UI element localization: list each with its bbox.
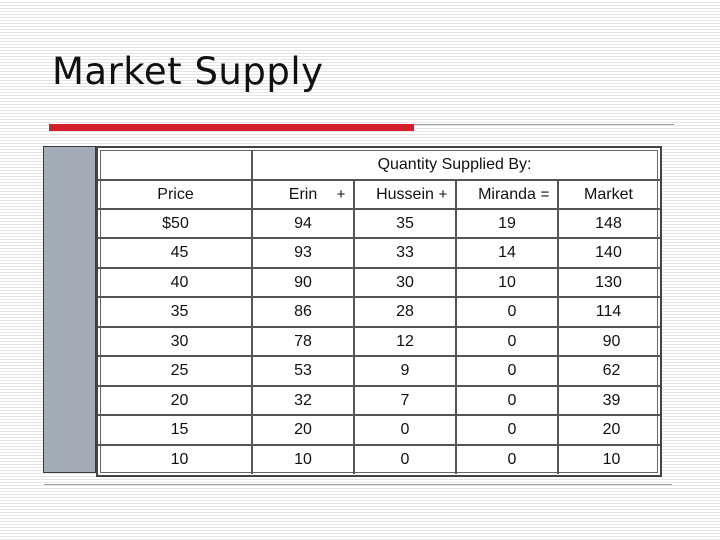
grid-line-horizontal [98, 267, 660, 269]
cell-erin: 90 [294, 274, 312, 291]
cell-hussein: 33 [396, 244, 414, 261]
group-header: Quantity Supplied By: [377, 156, 532, 173]
cell-miranda: 0 [507, 421, 517, 438]
cell-miranda: 0 [507, 451, 517, 468]
bottom-rule [44, 484, 672, 485]
cell-hussein: 28 [396, 303, 414, 320]
cell-miranda: 0 [507, 333, 517, 350]
cell-market: 90 [602, 333, 621, 350]
slide-title: Market Supply [52, 50, 324, 93]
cell-miranda: 19 [498, 215, 516, 232]
cell-hussein: 0 [400, 451, 410, 468]
column-header-erin: Erin [288, 186, 318, 203]
cell-market: 39 [602, 392, 621, 409]
column-header-hussein: Hussein [376, 186, 434, 203]
cell-market: 20 [602, 421, 621, 438]
grid-line-vertical [557, 181, 559, 474]
cell-market: 10 [602, 451, 621, 468]
cell-hussein: 9 [400, 362, 410, 379]
cell-market: 114 [595, 303, 622, 320]
plus-operator: + [336, 186, 346, 203]
cell-price: 40 [170, 274, 189, 291]
grid-line-horizontal [98, 355, 660, 357]
title-accent-rule [49, 124, 414, 131]
cell-hussein: 12 [396, 333, 414, 350]
cell-erin: 86 [294, 303, 312, 320]
cell-market: 148 [595, 215, 622, 232]
table-side-panel [43, 146, 96, 473]
title-divider-rule [414, 124, 674, 125]
equals-operator: = [540, 186, 550, 203]
cell-price: 25 [170, 362, 189, 379]
cell-miranda: 14 [498, 244, 516, 261]
cell-erin: 10 [294, 451, 312, 468]
grid-line-horizontal [98, 414, 660, 416]
cell-hussein: 0 [400, 421, 410, 438]
cell-hussein: 7 [400, 392, 410, 409]
cell-price: 30 [170, 333, 189, 350]
grid-line-vertical [353, 181, 355, 474]
cell-price: 45 [170, 244, 189, 261]
plus-operator: + [438, 186, 448, 203]
cell-price: 20 [170, 392, 189, 409]
cell-erin: 94 [294, 215, 312, 232]
cell-erin: 32 [294, 392, 312, 409]
grid-line-vertical [455, 181, 457, 474]
cell-hussein: 35 [396, 215, 414, 232]
column-header-market: Market [584, 186, 633, 203]
supply-table-inner [100, 150, 658, 473]
grid-line-horizontal [98, 208, 660, 210]
cell-erin: 20 [294, 421, 312, 438]
cell-price: 15 [170, 421, 189, 438]
cell-miranda: 0 [507, 303, 517, 320]
cell-erin: 53 [294, 362, 312, 379]
cell-erin: 78 [294, 333, 312, 350]
cell-erin: 93 [294, 244, 312, 261]
cell-hussein: 30 [396, 274, 414, 291]
grid-line-horizontal [98, 444, 660, 446]
column-header-price: Price [157, 186, 194, 203]
cell-market: 130 [595, 274, 622, 291]
cell-price: $50 [162, 215, 189, 232]
column-header-miranda: Miranda [478, 186, 536, 203]
supply-table [96, 146, 662, 477]
cell-miranda: 0 [507, 392, 517, 409]
grid-line-horizontal [98, 237, 660, 239]
cell-price: 35 [170, 303, 189, 320]
cell-market: 62 [602, 362, 621, 379]
cell-miranda: 0 [507, 362, 517, 379]
grid-line-vertical [251, 150, 253, 474]
grid-line-horizontal [98, 326, 660, 328]
cell-market: 140 [595, 244, 622, 261]
grid-line-horizontal [98, 296, 660, 298]
cell-miranda: 10 [498, 274, 516, 291]
grid-line-horizontal [98, 385, 660, 387]
cell-price: 10 [170, 451, 189, 468]
grid-line-horizontal [98, 179, 660, 181]
